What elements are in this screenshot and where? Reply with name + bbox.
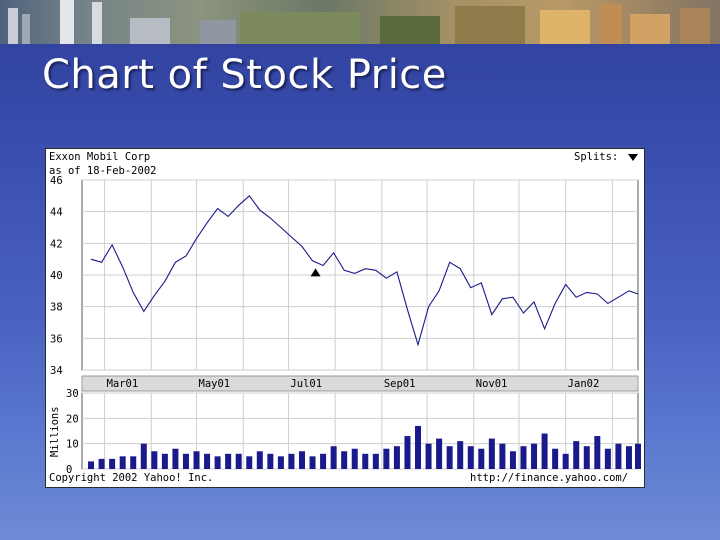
volume-bar [172,448,179,469]
copyright-text: Copyright 2002 Yahoo! Inc. [49,472,213,484]
volume-bar [383,448,390,469]
volume-bar [88,461,95,469]
volume-bar [267,453,274,469]
volume-tick-label: 30 [66,388,79,400]
volume-bar [520,446,527,469]
price-tick-label: 34 [50,365,63,377]
price-tick-label: 46 [50,175,63,187]
volume-bar [204,453,211,469]
volume-bar [499,443,506,469]
volume-bar [393,446,400,469]
volume-bar [415,425,422,469]
price-tick-label: 44 [50,207,63,219]
volume-bar [256,451,263,469]
volume-bar [130,456,137,469]
volume-bar [615,443,622,469]
volume-bar [594,436,601,469]
volume-bar [583,446,590,469]
price-plot-area: 46 44 42 40 38 36 34 [50,175,639,377]
volume-plot-area: 30 20 10 0 Millions [49,388,641,476]
volume-bar [246,456,253,469]
header-banner-image [0,0,720,44]
date-tick-label: Sep01 [384,378,416,390]
volume-bar [193,451,200,469]
date-tick-label: Jan02 [568,378,600,390]
volume-bar [109,458,116,469]
volume-bar [214,456,221,469]
volume-bar [98,458,105,469]
volume-bar [330,446,337,469]
volume-bar [446,446,453,469]
source-url-link[interactable]: http://finance.yahoo.com/ [470,472,628,484]
price-tick-label: 40 [50,270,63,282]
volume-bar [298,451,305,469]
volume-bar [531,443,538,469]
date-tick-label: Mar01 [107,378,139,390]
volume-tick-label: 10 [66,439,79,451]
volume-bar [552,448,559,469]
volume-bar [225,453,232,469]
volume-bar [351,448,358,469]
banner-skyline-graphic [0,0,720,44]
volume-bar [320,453,327,469]
volume-bar [372,453,379,469]
volume-bar [140,443,147,469]
stock-chart: Exxon Mobil Corp as of 18-Feb-2002 Split… [45,148,645,488]
volume-tick-label: 20 [66,413,79,425]
volume-bar [436,438,443,469]
stock-chart-svg: Exxon Mobil Corp as of 18-Feb-2002 Split… [49,151,641,484]
volume-bar [457,441,464,469]
volume-bar [541,433,548,469]
volume-bar [362,453,369,469]
as-of-date: as of 18-Feb-2002 [49,165,156,177]
volume-bar [277,456,284,469]
splits-dropdown-icon[interactable] [628,154,638,161]
date-tick-label: Jul01 [290,378,322,390]
volume-bar [309,456,316,469]
volume-bar [425,443,432,469]
volume-axis-label: Millions [49,406,61,457]
volume-bar [341,451,348,469]
volume-tick-label: 0 [66,464,72,476]
price-tick-label: 38 [50,302,63,314]
date-tick-label: May01 [199,378,231,390]
volume-bar [562,453,569,469]
volume-bar [119,456,126,469]
split-marker-icon [310,268,321,277]
volume-bar [467,446,474,469]
volume-bar [625,446,632,469]
volume-bar [478,448,485,469]
date-tick-label: Nov01 [476,378,508,390]
price-tick-label: 36 [50,333,63,345]
volume-bar [604,448,611,469]
date-axis-band: Mar01 May01 Jul01 Sep01 Nov01 Jan02 [81,375,639,392]
date-band-background [81,375,639,392]
volume-bar [573,441,580,469]
volume-bar [151,451,158,469]
volume-bar [182,453,189,469]
company-name: Exxon Mobil Corp [49,151,150,163]
volume-bar [404,436,411,469]
price-tick-label: 42 [50,238,63,250]
volume-bar [488,438,495,469]
volume-bar [509,451,516,469]
volume-bar [161,453,168,469]
price-line [90,194,639,347]
volume-bar [235,453,242,469]
slide-title: Chart of Stock Price [42,52,447,98]
splits-label: Splits: [574,151,618,163]
volume-bar [635,443,641,469]
volume-bar [288,453,295,469]
